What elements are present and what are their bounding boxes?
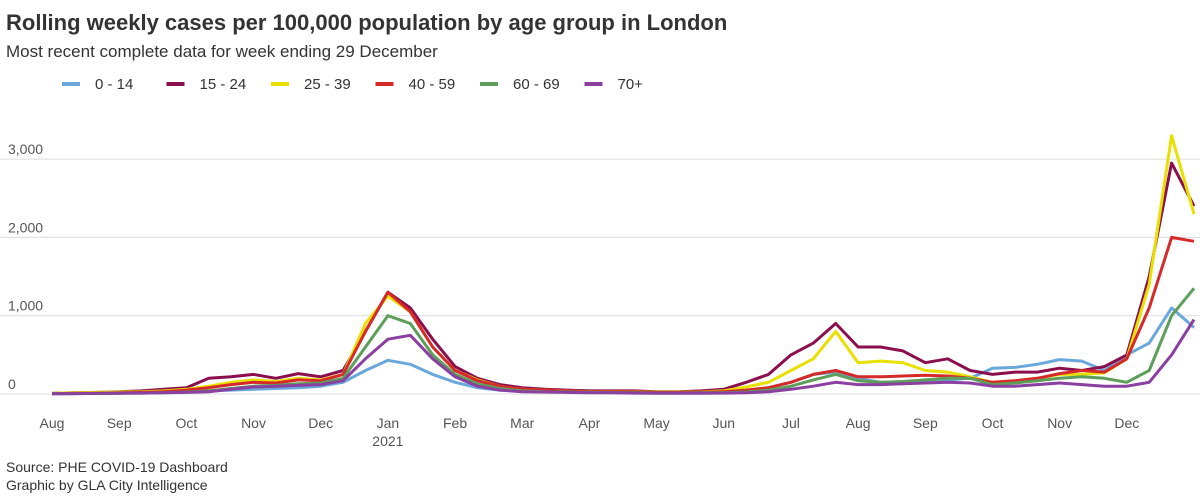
y-tick-label: 0 [8,376,16,392]
series-line [51,161,1196,395]
credit: Graphic by GLA City Intelligence [6,477,208,493]
chart-subtitle: Most recent complete data for week endin… [6,42,438,61]
chart-title: Rolling weekly cases per 100,000 populat… [6,10,727,35]
x-tick-label: Aug [846,415,871,431]
x-tick-label: Jul [782,415,800,431]
x-tick-label: Jan 2021 [372,415,403,449]
legend-label: 15 - 24 [200,76,247,93]
y-tick-label: 3,000 [8,141,43,157]
legend-label: 0 - 14 [95,76,133,93]
x-tick-label: Dec [1114,415,1139,431]
legend-label: 70+ [618,76,644,93]
x-tick-label: Sep [107,415,132,431]
x-tick-label: Aug [40,415,65,431]
x-tick-label: Oct [982,415,1004,431]
source: Source: PHE COVID-19 Dashboard [6,459,228,475]
legend-label: 60 - 69 [513,76,560,93]
y-tick-label: 1,000 [8,298,43,314]
series-line [51,134,1196,395]
x-tick-label: Oct [175,415,197,431]
legend-label: 40 - 59 [409,76,456,93]
x-tick-label: Nov [1047,415,1072,431]
x-tick-label: May [643,415,669,431]
x-tick-label: Apr [579,415,601,431]
legend-label: 25 - 39 [304,76,351,93]
series-line [51,318,1196,396]
x-tick-label: Feb [443,415,467,431]
x-tick-label: Dec [308,415,333,431]
x-tick-label: Jun [712,415,735,431]
x-tick-label: Sep [913,415,938,431]
x-tick-label: Mar [510,415,534,431]
x-tick-label: Nov [241,415,266,431]
y-tick-label: 2,000 [8,219,43,235]
